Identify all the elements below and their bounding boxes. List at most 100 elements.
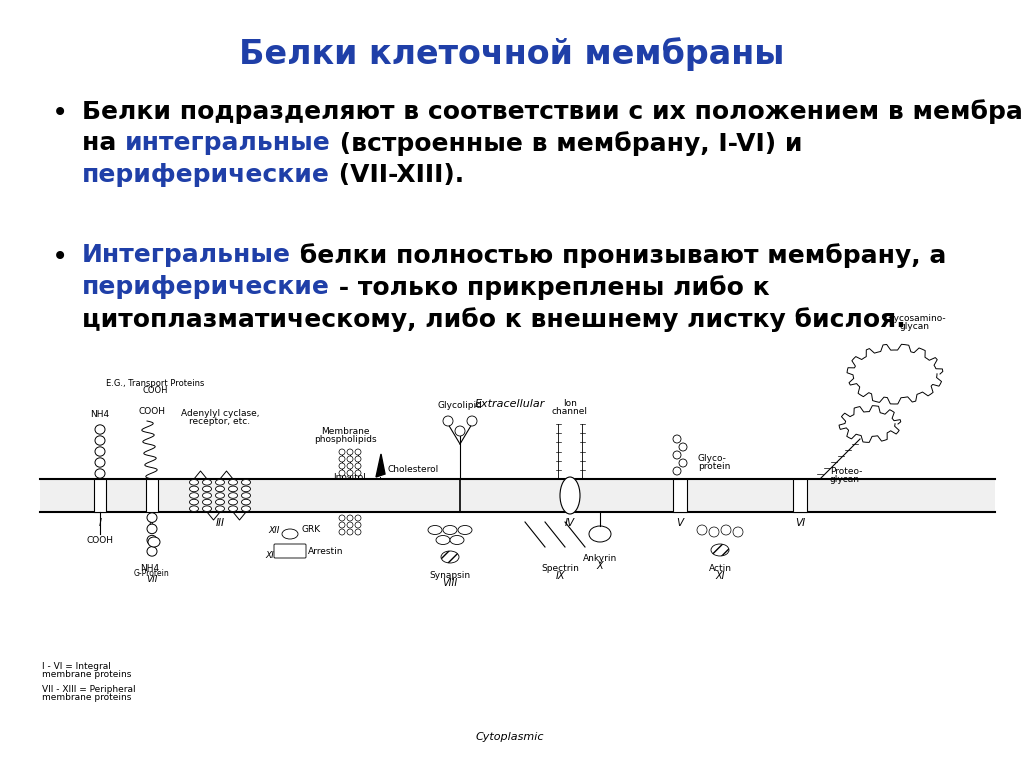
Circle shape: [673, 435, 681, 443]
Text: Glycolipid: Glycolipid: [437, 401, 482, 410]
Text: Cytoplasmic: Cytoplasmic: [476, 732, 544, 742]
Text: XI: XI: [715, 571, 725, 581]
Text: Ion: Ion: [563, 399, 577, 408]
Ellipse shape: [203, 479, 212, 485]
Text: X: X: [597, 561, 603, 571]
Ellipse shape: [215, 506, 224, 512]
Ellipse shape: [443, 525, 457, 535]
Ellipse shape: [242, 492, 251, 499]
Text: VIII: VIII: [442, 578, 458, 588]
Ellipse shape: [428, 525, 442, 535]
Circle shape: [355, 456, 361, 462]
Circle shape: [355, 515, 361, 521]
Text: GRK: GRK: [302, 525, 322, 535]
Text: Glyco-: Glyco-: [698, 454, 727, 463]
Bar: [793, 479, 807, 512]
Circle shape: [339, 529, 345, 535]
Circle shape: [467, 416, 477, 426]
Text: protein: protein: [698, 462, 730, 471]
Ellipse shape: [203, 486, 212, 492]
Ellipse shape: [95, 425, 105, 434]
Circle shape: [679, 459, 687, 467]
Text: периферические: периферические: [82, 163, 330, 187]
Ellipse shape: [589, 526, 611, 542]
Text: VI: VI: [795, 518, 805, 528]
Text: Интегральные: Интегральные: [82, 243, 291, 267]
Text: (встроенные в мембрану, I-VI) и: (встроенные в мембрану, I-VI) и: [331, 131, 803, 156]
Circle shape: [355, 449, 361, 455]
Text: membrane proteins: membrane proteins: [42, 693, 131, 702]
Text: Inositol: Inositol: [334, 473, 367, 482]
Text: IX: IX: [555, 571, 565, 581]
Text: Cholesterol: Cholesterol: [388, 465, 439, 473]
Text: channel: channel: [552, 407, 588, 416]
Text: membrane proteins: membrane proteins: [42, 670, 131, 679]
Text: XIII: XIII: [265, 551, 279, 560]
Text: COOH: COOH: [138, 407, 166, 416]
Text: Adenylyl cyclase,: Adenylyl cyclase,: [181, 409, 259, 418]
Circle shape: [347, 515, 353, 521]
Circle shape: [339, 522, 345, 528]
Ellipse shape: [147, 524, 157, 534]
Circle shape: [355, 522, 361, 528]
Text: цитоплазматическому, либо к внешнему листку бислоя.: цитоплазматическому, либо к внешнему лис…: [82, 307, 905, 332]
Ellipse shape: [458, 525, 472, 535]
Text: COOH: COOH: [86, 536, 114, 545]
Text: Ankyrin: Ankyrin: [583, 554, 617, 563]
Text: G-Protein: G-Protein: [134, 569, 170, 578]
Text: Glycosamino-: Glycosamino-: [884, 314, 946, 323]
Circle shape: [347, 529, 353, 535]
Ellipse shape: [436, 535, 450, 545]
Circle shape: [347, 470, 353, 476]
Text: Synapsin: Synapsin: [429, 571, 471, 580]
Text: glycan: glycan: [830, 475, 860, 484]
Text: белки полностью пронизывают мембрану, а: белки полностью пронизывают мембрану, а: [291, 243, 946, 268]
Text: II: II: [150, 518, 155, 528]
Text: периферические: периферические: [82, 275, 330, 299]
Circle shape: [339, 463, 345, 469]
Ellipse shape: [189, 479, 199, 485]
Ellipse shape: [203, 499, 212, 505]
Ellipse shape: [228, 486, 238, 492]
Circle shape: [443, 416, 453, 426]
Ellipse shape: [215, 499, 224, 505]
FancyBboxPatch shape: [274, 544, 306, 558]
Circle shape: [709, 527, 719, 537]
Text: Spectrin: Spectrin: [541, 564, 579, 573]
Circle shape: [455, 426, 465, 436]
Circle shape: [721, 525, 731, 535]
Ellipse shape: [203, 506, 212, 512]
Ellipse shape: [147, 535, 157, 545]
Bar: [673, 479, 687, 512]
Circle shape: [347, 522, 353, 528]
Bar: [40, 479, 995, 512]
Text: VII - XIII = Peripheral: VII - XIII = Peripheral: [42, 685, 135, 694]
Circle shape: [347, 456, 353, 462]
Circle shape: [679, 443, 687, 451]
Text: I - VI = Integral: I - VI = Integral: [42, 662, 111, 671]
Text: Proteo-: Proteo-: [830, 467, 862, 476]
Text: Actin: Actin: [709, 564, 731, 573]
Ellipse shape: [242, 479, 251, 485]
Circle shape: [347, 449, 353, 455]
Ellipse shape: [189, 499, 199, 505]
Text: Белки подразделяют в соответствии с их положением в мембране: Белки подразделяют в соответствии с их п…: [82, 99, 1024, 123]
Circle shape: [697, 525, 707, 535]
Ellipse shape: [95, 436, 105, 445]
Text: COOH: COOH: [142, 386, 168, 395]
Text: Белки клеточной мембраны: Белки клеточной мембраны: [240, 37, 784, 71]
Text: •: •: [52, 99, 69, 127]
Circle shape: [339, 449, 345, 455]
Circle shape: [339, 515, 345, 521]
Ellipse shape: [560, 477, 580, 514]
Text: III: III: [215, 518, 224, 528]
Ellipse shape: [95, 469, 105, 478]
Text: интегральные: интегральные: [125, 131, 331, 155]
Text: (VII-XIII).: (VII-XIII).: [330, 163, 464, 187]
Ellipse shape: [242, 506, 251, 512]
Ellipse shape: [228, 479, 238, 485]
Circle shape: [339, 470, 345, 476]
Bar: [94, 479, 106, 512]
Ellipse shape: [228, 506, 238, 512]
Ellipse shape: [242, 486, 251, 492]
